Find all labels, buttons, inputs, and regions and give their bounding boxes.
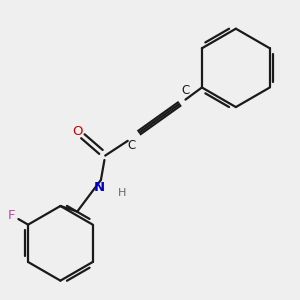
Text: H: H — [118, 188, 126, 198]
Text: F: F — [8, 209, 16, 222]
Text: C: C — [181, 84, 190, 97]
Text: C: C — [127, 139, 136, 152]
Text: N: N — [94, 181, 105, 194]
Text: O: O — [72, 125, 83, 138]
